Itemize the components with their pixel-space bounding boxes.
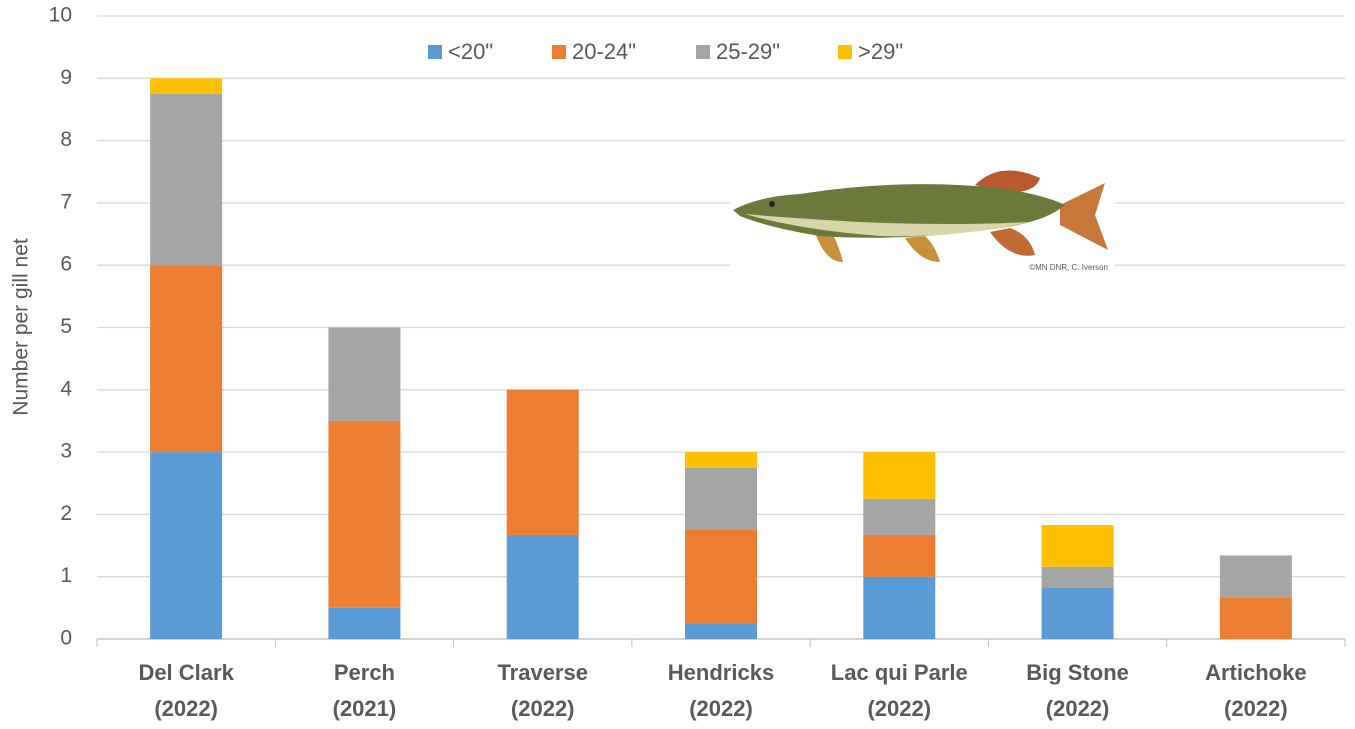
bar-segment	[685, 623, 757, 639]
bar-segment	[863, 452, 936, 499]
bar-segment	[685, 529, 757, 624]
bar-segment	[328, 420, 401, 608]
bar-segment	[150, 93, 223, 266]
x-tick-label: (2022)	[867, 696, 931, 721]
bar-segment	[150, 452, 223, 639]
legend-label: 25-29"	[716, 39, 780, 64]
bar-segment	[863, 534, 936, 577]
fish-fin	[990, 228, 1035, 256]
y-tick-label: 6	[60, 253, 72, 276]
x-tick-label: (2022)	[1224, 696, 1288, 721]
y-tick-label: 8	[60, 128, 72, 151]
bar-segment	[1219, 597, 1292, 639]
bar-segment	[150, 78, 223, 94]
y-axis-label: Number per gill net	[10, 238, 33, 416]
legend-swatch	[428, 45, 442, 59]
fish-fin	[815, 230, 843, 262]
legend-swatch	[838, 45, 852, 59]
x-tick-label: (2022)	[511, 696, 575, 721]
legend-swatch	[696, 45, 710, 59]
legend-label: <20"	[448, 39, 493, 64]
x-tick-label: Big Stone	[1026, 660, 1129, 685]
x-tick-label: Del Clark	[138, 660, 234, 685]
image-credit: ©MN DNR, C. Iverson	[1029, 263, 1108, 272]
y-tick-label: 1	[60, 564, 72, 587]
x-tick-label: (2022)	[1046, 696, 1110, 721]
bar-segment	[863, 576, 936, 639]
fish-fin	[905, 236, 940, 262]
legend-label: >29"	[858, 39, 903, 64]
y-tick-label: 2	[60, 502, 72, 525]
x-tick-label: Hendricks	[668, 660, 774, 685]
y-tick-label: 4	[60, 377, 72, 400]
bar-segment	[328, 607, 401, 639]
fish-image: ©MN DNR, C. Iverson	[730, 165, 1115, 272]
legend-label: 20-24"	[572, 39, 636, 64]
bar-segment	[863, 498, 936, 535]
bar-segment	[506, 389, 579, 535]
fish-eye	[769, 201, 775, 207]
legend-swatch	[552, 45, 566, 59]
y-tick-label: 0	[60, 627, 72, 650]
bar-segment	[1041, 587, 1114, 639]
fish-belly	[745, 214, 1030, 237]
x-tick-label: Traverse	[497, 660, 588, 685]
y-tick-label: 3	[60, 440, 72, 463]
fish-tail	[1060, 183, 1108, 250]
bar-segment	[1041, 566, 1114, 588]
y-tick-label: 7	[60, 190, 72, 213]
x-tick-label: (2022)	[154, 696, 218, 721]
bar-segment	[506, 534, 579, 639]
x-tick-label: Artichoke	[1205, 660, 1306, 685]
bar-segment	[1041, 524, 1114, 567]
bar-segment	[328, 327, 401, 421]
x-tick-label: (2022)	[689, 696, 753, 721]
x-tick-label: Lac qui Parle	[831, 660, 968, 685]
x-tick-label: Perch	[334, 660, 395, 685]
bar-segment	[685, 452, 757, 468]
x-tick-label: (2021)	[333, 696, 397, 721]
y-tick-label: 10	[49, 4, 72, 27]
bar-segment	[150, 265, 223, 453]
bar-segment	[685, 467, 757, 530]
y-tick-label: 5	[60, 315, 72, 338]
bar-segment	[1219, 555, 1292, 598]
y-tick-label: 9	[60, 66, 72, 89]
fish-fin	[975, 170, 1040, 193]
